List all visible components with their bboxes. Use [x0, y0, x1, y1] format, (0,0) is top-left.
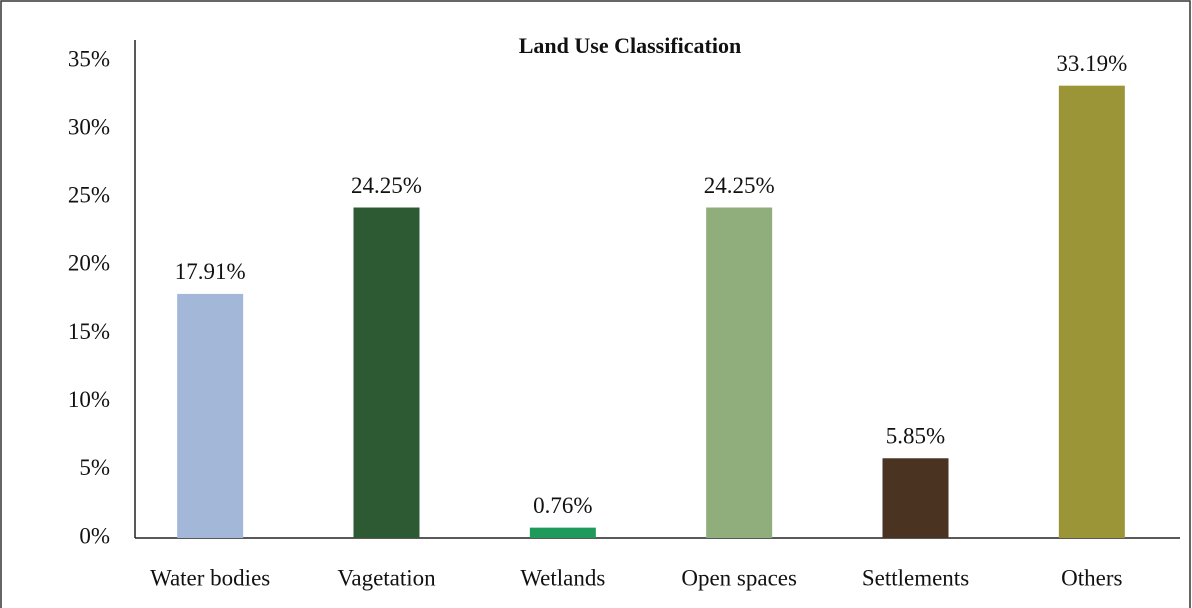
- y-tick-label: 15%: [68, 319, 110, 344]
- bar: [706, 207, 773, 538]
- data-label: 24.25%: [704, 173, 775, 198]
- x-tick-label: Settlements: [862, 565, 969, 590]
- data-label: 17.91%: [175, 259, 246, 284]
- y-tick-label: 5%: [79, 455, 110, 480]
- data-label: 5.85%: [886, 424, 945, 449]
- x-tick-label: Wetlands: [520, 565, 605, 590]
- data-label: 33.19%: [1056, 51, 1127, 76]
- x-tick-label: Open spaces: [681, 565, 797, 590]
- y-tick-label: 20%: [68, 251, 110, 276]
- data-label: 24.25%: [351, 173, 422, 198]
- data-label: 0.76%: [533, 493, 592, 518]
- bar: [177, 293, 244, 538]
- y-tick-label: 0%: [79, 523, 110, 548]
- y-tick-label: 25%: [68, 183, 110, 208]
- x-tick-label: Others: [1061, 565, 1122, 590]
- y-tick-label: 35%: [68, 46, 110, 71]
- y-tick-label: 10%: [68, 387, 110, 412]
- x-tick-label: Vagetation: [337, 565, 436, 590]
- bar: [353, 207, 420, 538]
- chart-title: Land Use Classification: [519, 33, 741, 58]
- x-tick-label: Water bodies: [150, 565, 270, 590]
- bar: [882, 458, 949, 538]
- y-tick-label: 30%: [68, 114, 110, 139]
- bar: [1058, 85, 1125, 538]
- bar: [529, 527, 596, 538]
